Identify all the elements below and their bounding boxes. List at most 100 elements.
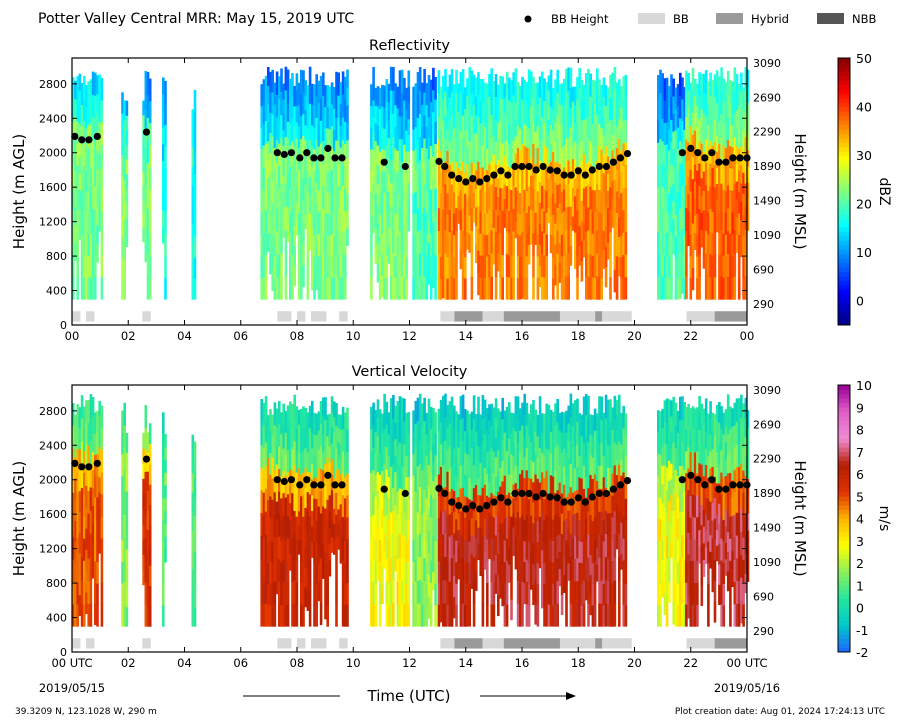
data-cell — [121, 604, 124, 627]
colorbar-tick-label: 0 — [856, 294, 864, 309]
data-cell — [289, 211, 292, 234]
data-cell — [512, 185, 515, 209]
data-cell — [434, 99, 437, 122]
data-cell — [260, 512, 263, 536]
data-cell — [383, 428, 386, 447]
data-cell — [620, 214, 623, 236]
data-cell — [611, 604, 614, 627]
data-cell — [260, 148, 263, 171]
data-cell — [488, 141, 491, 165]
data-cell — [704, 481, 708, 498]
data-cell — [580, 200, 584, 222]
data-cell — [729, 582, 732, 605]
data-cell — [144, 128, 148, 148]
data-cell — [497, 140, 500, 160]
data-cell — [685, 184, 688, 208]
data-cell — [740, 91, 743, 110]
data-cell — [378, 172, 382, 194]
data-cell — [475, 414, 478, 433]
data-cell — [457, 430, 460, 448]
data-cell — [407, 166, 411, 184]
data-cell — [499, 276, 502, 300]
data-cell — [510, 189, 513, 212]
data-cell — [416, 94, 420, 118]
data-cell — [737, 234, 741, 257]
data-cell — [604, 603, 608, 627]
data-cell — [665, 122, 669, 145]
data-cell — [374, 518, 378, 541]
data-cell — [472, 133, 476, 149]
data-cell — [657, 119, 660, 143]
y2-tick-label: 1890 — [753, 487, 781, 500]
data-cell — [344, 540, 347, 563]
data-cell — [733, 160, 737, 184]
data-cell — [519, 192, 522, 215]
data-cell — [300, 161, 303, 185]
data-cell — [144, 71, 148, 91]
data-cell — [532, 121, 535, 145]
data-cell — [289, 277, 292, 300]
data-cell — [275, 208, 279, 232]
data-cell — [514, 396, 518, 414]
data-cell — [704, 398, 708, 416]
data-cell — [193, 131, 197, 154]
colorbar-tick-label: 0 — [856, 601, 864, 616]
data-cell — [731, 479, 734, 498]
data-cell — [483, 104, 487, 127]
data-cell — [543, 232, 546, 256]
data-cell — [558, 242, 562, 264]
data-cell — [319, 490, 323, 514]
data-cell — [620, 256, 623, 279]
data-cell — [670, 463, 673, 480]
data-cell — [676, 410, 680, 433]
data-cell — [565, 561, 568, 584]
data-cell — [578, 562, 581, 584]
data-cell — [291, 492, 294, 516]
data-cell — [432, 243, 435, 267]
data-cell — [744, 136, 748, 161]
data-cell — [455, 207, 458, 231]
data-cell — [193, 478, 197, 498]
y2-tick-label: 2690 — [753, 91, 781, 104]
data-cell — [713, 580, 717, 602]
data-cell — [284, 136, 288, 161]
data-cell — [282, 83, 285, 100]
data-cell — [685, 407, 688, 430]
data-cell — [429, 472, 433, 495]
data-cell — [661, 254, 664, 278]
data-cell — [691, 245, 695, 268]
data-cell — [711, 412, 715, 432]
data-cell — [737, 466, 741, 490]
data-cell — [475, 207, 478, 226]
y2-tick-label: 3090 — [753, 57, 781, 70]
data-cell — [574, 581, 577, 605]
data-cell — [729, 538, 732, 561]
data-cell — [679, 396, 682, 421]
data-cell — [492, 245, 496, 265]
colorbar-segment — [838, 398, 850, 404]
data-cell — [683, 402, 686, 425]
data-cell — [676, 583, 680, 606]
data-cell — [508, 77, 511, 101]
data-cell — [341, 71, 345, 95]
data-cell — [89, 145, 93, 168]
data-cell — [598, 396, 601, 420]
data-cell — [735, 216, 739, 236]
data-cell — [613, 395, 617, 420]
data-cell — [585, 95, 588, 119]
x-tick-label: 00 UTC — [726, 656, 767, 670]
data-cell — [434, 519, 437, 541]
data-cell — [503, 518, 507, 541]
data-cell — [427, 596, 431, 619]
data-cell — [689, 82, 693, 105]
data-cell — [275, 556, 279, 576]
data-cell — [394, 538, 397, 555]
data-cell — [142, 213, 145, 229]
data-cell — [121, 257, 124, 279]
data-cell — [729, 255, 732, 278]
data-cell — [280, 253, 283, 277]
data-cell — [722, 78, 726, 102]
data-cell — [311, 83, 314, 105]
bb-height-point — [616, 154, 625, 162]
data-cell — [468, 520, 471, 542]
